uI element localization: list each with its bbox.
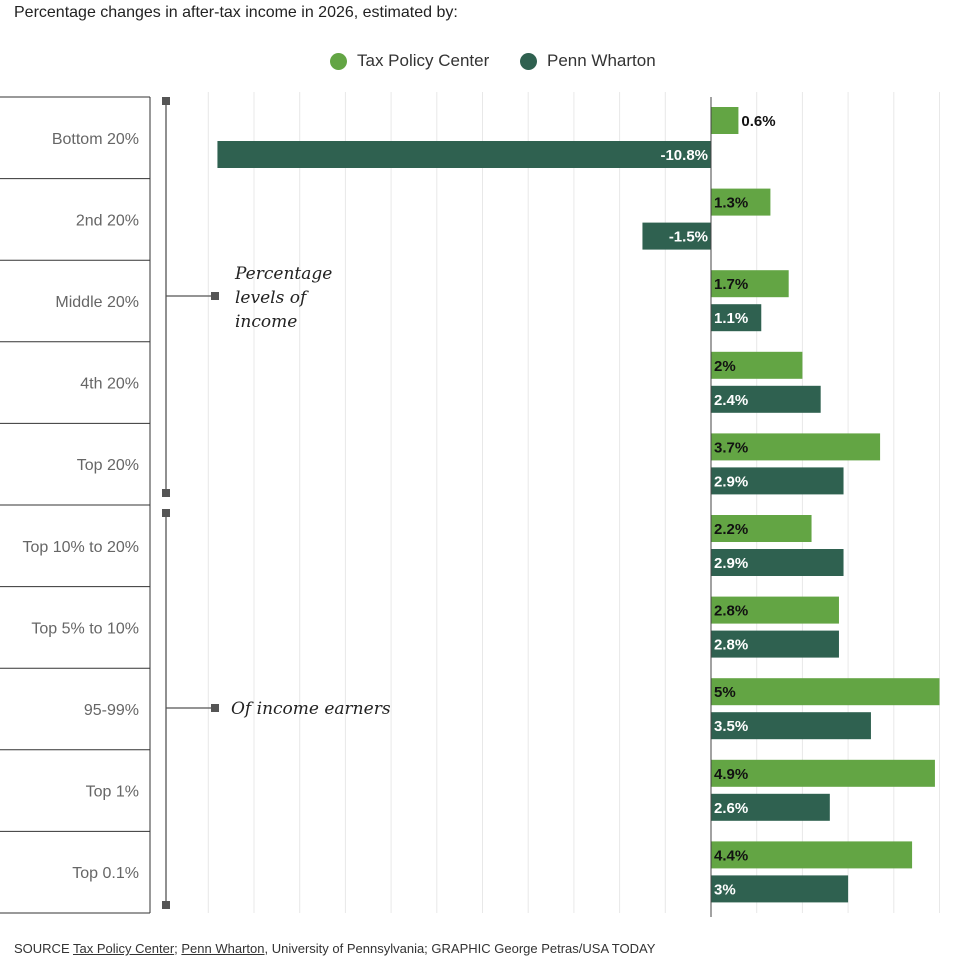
data-label: 4.9%: [714, 766, 748, 783]
bracket-pointer-marker: [211, 292, 219, 300]
category-label: Top 1%: [86, 784, 139, 801]
bar-penn-wharton: [711, 793, 830, 821]
bar-tax-policy-center: [711, 188, 771, 216]
data-label: 2.8%: [714, 637, 748, 654]
data-label: 1.1%: [714, 310, 748, 327]
category-label: 4th 20%: [80, 376, 139, 393]
legend-label-tax-policy-center: Tax Policy Center: [357, 51, 490, 70]
category-label: Middle 20%: [55, 294, 139, 311]
bracket-pointer-marker: [211, 704, 219, 712]
bracket-end-marker: [162, 97, 170, 105]
bar-penn-wharton: [711, 467, 844, 495]
category-label: Top 10% to 20%: [22, 539, 139, 556]
data-label: 2.8%: [714, 603, 748, 620]
source-prefix: SOURCE: [14, 941, 73, 956]
data-label: -1.5%: [669, 229, 708, 246]
annotation-income-levels: income: [235, 312, 297, 332]
data-label: 2.9%: [714, 555, 748, 572]
data-label: 2%: [714, 358, 736, 375]
data-label: 1.3%: [714, 195, 748, 212]
category-label: 95-99%: [84, 702, 139, 719]
annotation-income-earners: Of income earners: [231, 699, 391, 719]
legend: Tax Policy Center Penn Wharton: [0, 50, 954, 72]
bar-tax-policy-center: [711, 270, 789, 298]
bar-penn-wharton: [711, 630, 839, 658]
source-note: SOURCE Tax Policy Center; Penn Wharton, …: [14, 941, 655, 956]
bar-tax-policy-center: [711, 107, 739, 134]
category-label: 2nd 20%: [76, 212, 139, 229]
data-label: 2.9%: [714, 473, 748, 490]
bar-tax-policy-center: [711, 759, 935, 787]
bar-penn-wharton: [217, 141, 711, 168]
category-label: Top 20%: [77, 457, 139, 474]
data-label: 4.4%: [714, 847, 748, 864]
bar-penn-wharton: [711, 385, 821, 413]
data-label: 2.6%: [714, 800, 748, 817]
legend-item-penn-wharton: Penn Wharton: [520, 50, 656, 72]
source-link-penn-wharton[interactable]: Penn Wharton: [181, 941, 265, 956]
bar-tax-policy-center: [711, 841, 913, 869]
bar-tax-policy-center: [711, 351, 803, 379]
category-label: Top 5% to 10%: [31, 620, 139, 637]
data-label: -10.8%: [660, 147, 708, 164]
bar-penn-wharton: [711, 304, 762, 332]
bar-penn-wharton: [711, 712, 871, 740]
data-label: 1.7%: [714, 276, 748, 293]
data-label: 3.5%: [714, 718, 748, 735]
bar-tax-policy-center: [711, 515, 812, 542]
data-label: 0.6%: [741, 113, 775, 130]
bar-penn-wharton: [711, 549, 844, 576]
legend-swatch-tax-policy-center: [330, 52, 347, 70]
source-separator: ;: [174, 941, 182, 956]
data-label: 2.4%: [714, 392, 748, 409]
bar-tax-policy-center: [711, 433, 881, 461]
bar-penn-wharton: [711, 875, 849, 903]
source-suffix: , University of Pennsylvania; GRAPHIC Ge…: [264, 941, 656, 956]
bar-tax-policy-center: [711, 596, 839, 624]
data-label: 3%: [714, 881, 736, 898]
bracket-end-marker: [162, 489, 170, 497]
annotation-income-levels: levels of: [235, 288, 309, 308]
data-label: 5%: [714, 684, 736, 701]
bracket-end-marker: [162, 509, 170, 517]
legend-label-penn-wharton: Penn Wharton: [547, 51, 656, 70]
bracket-end-marker: [162, 901, 170, 909]
chart-area: Bottom 20% 2nd 20% Middle 20% 4th 20% Top 20…: [0, 92, 940, 917]
category-label: Top 0.1%: [72, 865, 139, 882]
data-label: 3.7%: [714, 439, 748, 456]
annotation-income-levels: Percentage: [234, 264, 332, 284]
data-label: 2.2%: [714, 521, 748, 538]
legend-item-tax-policy-center: Tax Policy Center: [330, 50, 489, 72]
bar-penn-wharton: [642, 222, 711, 250]
chart-title: Percentage changes in after-tax income i…: [14, 4, 458, 21]
category-label: Bottom 20%: [52, 131, 139, 148]
source-link-tax-policy-center[interactable]: Tax Policy Center: [73, 941, 175, 956]
legend-swatch-penn-wharton: [520, 52, 537, 70]
bar-tax-policy-center: [711, 678, 940, 706]
